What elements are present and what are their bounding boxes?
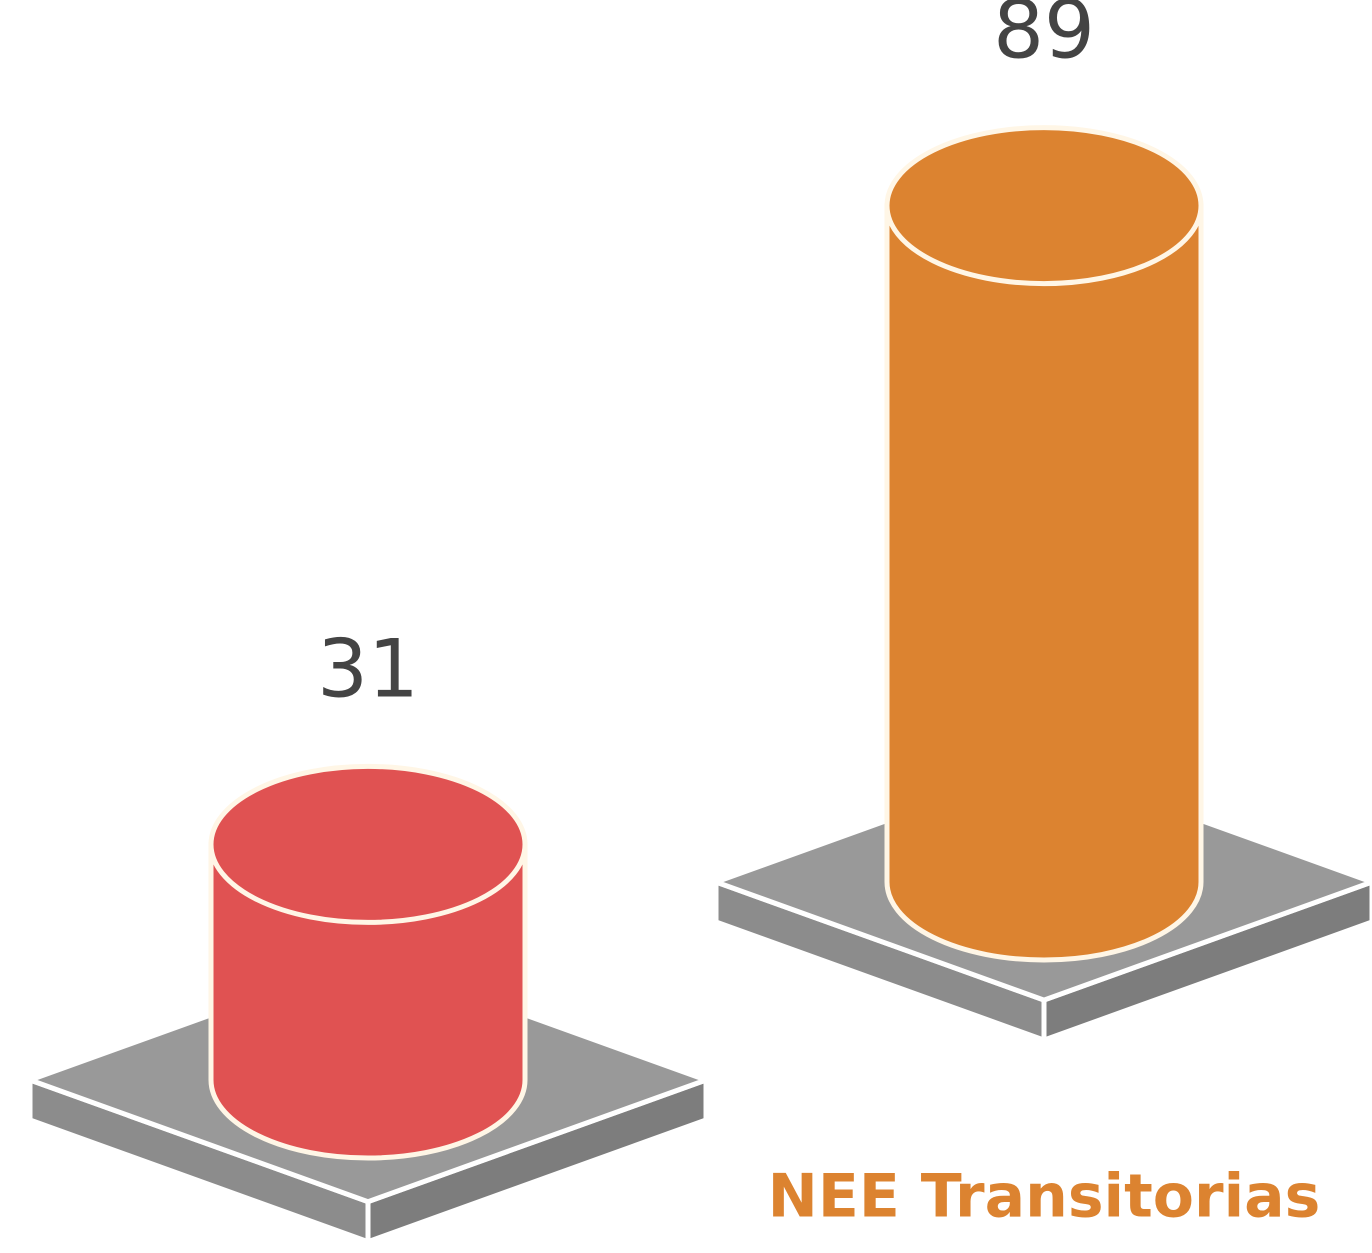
category-label: NEE Transitorias <box>768 1162 1321 1232</box>
bar-top <box>884 125 1204 287</box>
bar-top <box>208 763 528 925</box>
bar <box>884 203 1204 963</box>
value-label: 89 <box>993 0 1095 77</box>
value-label: 31 <box>317 622 419 715</box>
bar <box>208 841 528 1161</box>
